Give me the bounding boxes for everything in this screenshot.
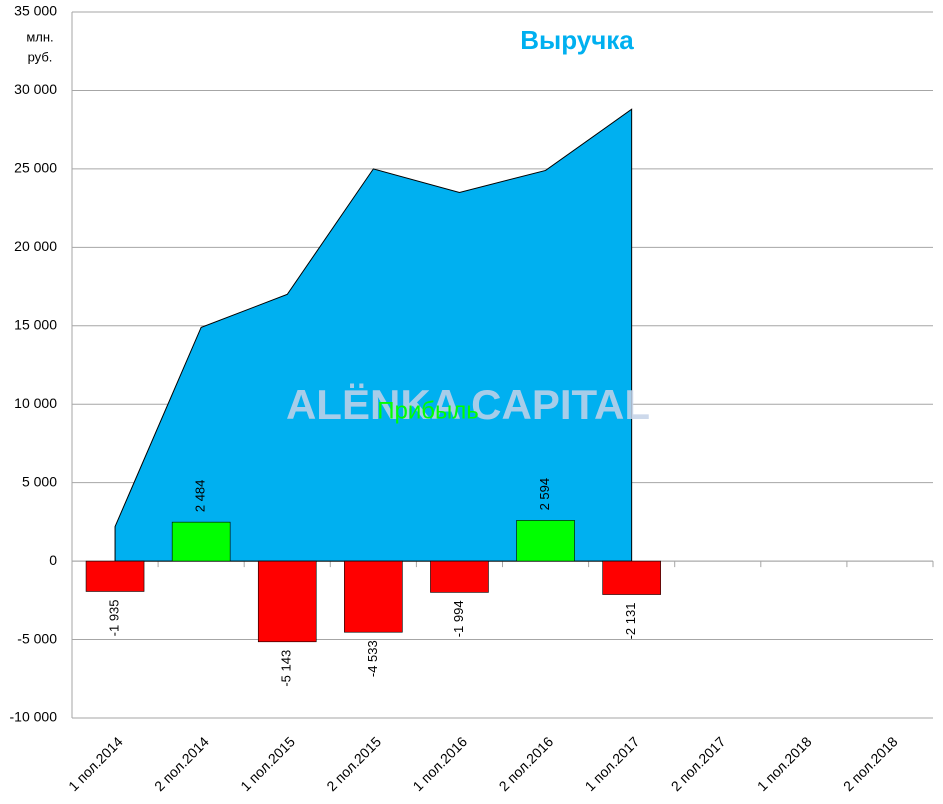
y-unit: руб. xyxy=(28,49,53,64)
x-tick-label: 1 пол.2017 xyxy=(582,733,643,794)
area xyxy=(114,108,633,562)
y-tick-label: 30 000 xyxy=(14,81,57,97)
value-label: -4 533 xyxy=(365,640,380,677)
value-label: -2 131 xyxy=(623,603,638,640)
series-label: Прибыль xyxy=(377,397,479,424)
x-tick-label: 1 пол.2015 xyxy=(237,733,298,794)
bar xyxy=(257,560,317,643)
x-tick-label: 1 пол.2018 xyxy=(754,733,815,794)
x-tick-label: 2 пол.2018 xyxy=(840,733,901,794)
y-tick-label: 25 000 xyxy=(14,160,57,176)
y-tick-label: 15 000 xyxy=(14,316,57,332)
bar xyxy=(516,520,575,562)
y-tick-label: 20 000 xyxy=(14,238,57,254)
bar xyxy=(602,560,661,595)
x-tick-label: 1 пол.2016 xyxy=(409,733,470,794)
value-label: 2 484 xyxy=(193,480,208,513)
bar xyxy=(430,560,489,593)
y-tick-label: 35 000 xyxy=(14,3,57,19)
value-label: -5 143 xyxy=(279,650,294,687)
x-tick-label: 2 пол.2016 xyxy=(496,733,557,794)
x-tick-label: 2 пол.2014 xyxy=(151,733,212,794)
x-tick-label: 2 пол.2015 xyxy=(323,733,384,794)
x-tick-label: 2 пол.2017 xyxy=(668,733,729,794)
series-label: Выручка xyxy=(520,25,634,55)
y-tick-label: 10 000 xyxy=(14,395,57,411)
bar xyxy=(344,560,403,633)
value-label: 2 594 xyxy=(537,478,552,511)
y-unit: млн. xyxy=(26,29,53,44)
y-tick-label: 5 000 xyxy=(22,473,57,489)
x-tick-label: 1 пол.2014 xyxy=(65,733,126,794)
bar xyxy=(85,560,145,592)
y-tick-label: -5 000 xyxy=(17,630,57,646)
watermark: ALЁNKA CAPITAL xyxy=(286,381,650,428)
value-label: -1 935 xyxy=(106,599,121,636)
value-label: -1 994 xyxy=(451,600,466,637)
bar xyxy=(171,521,231,562)
y-tick-label: -10 000 xyxy=(10,709,58,725)
y-tick-label: 0 xyxy=(49,552,57,568)
